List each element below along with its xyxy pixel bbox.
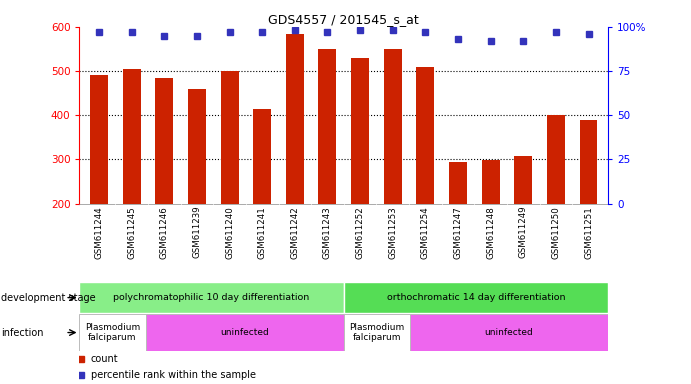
Bar <box>79 282 344 313</box>
Text: percentile rank within the sample: percentile rank within the sample <box>91 370 256 380</box>
Text: GSM611252: GSM611252 <box>356 206 365 258</box>
Bar <box>344 314 410 351</box>
Text: GSM611243: GSM611243 <box>323 206 332 258</box>
Text: GSM611251: GSM611251 <box>584 206 593 258</box>
Text: infection: infection <box>1 328 44 338</box>
Bar <box>417 67 435 204</box>
Bar <box>90 76 108 204</box>
Bar <box>351 58 369 204</box>
Text: GSM611241: GSM611241 <box>258 206 267 258</box>
Text: GSM611245: GSM611245 <box>127 206 136 258</box>
Text: GSM611240: GSM611240 <box>225 206 234 258</box>
Bar <box>384 49 401 204</box>
Text: GSM611242: GSM611242 <box>290 206 299 258</box>
Text: GSM611250: GSM611250 <box>551 206 560 258</box>
Bar <box>482 160 500 204</box>
Text: GSM611247: GSM611247 <box>453 206 462 258</box>
Bar <box>286 33 304 204</box>
Text: GSM611254: GSM611254 <box>421 206 430 258</box>
Text: polychromatophilic 10 day differentiation: polychromatophilic 10 day differentiatio… <box>113 293 310 302</box>
Bar <box>146 314 344 351</box>
Bar <box>514 156 532 204</box>
Text: Plasmodium
falciparum: Plasmodium falciparum <box>349 323 404 342</box>
Bar <box>123 69 141 204</box>
Bar <box>547 115 565 204</box>
Text: GSM611249: GSM611249 <box>519 206 528 258</box>
Bar <box>344 282 608 313</box>
Text: Plasmodium
falciparum: Plasmodium falciparum <box>85 323 140 342</box>
Bar <box>188 89 206 204</box>
Bar <box>410 314 608 351</box>
Text: orthochromatic 14 day differentiation: orthochromatic 14 day differentiation <box>387 293 565 302</box>
Text: count: count <box>91 354 118 364</box>
Text: GSM611246: GSM611246 <box>160 206 169 258</box>
Text: development stage: development stage <box>1 293 95 303</box>
Bar <box>220 71 238 204</box>
Bar <box>319 49 337 204</box>
Bar <box>253 109 271 204</box>
Text: GSM611239: GSM611239 <box>192 206 202 258</box>
Text: GSM611244: GSM611244 <box>95 206 104 258</box>
Text: uninfected: uninfected <box>484 328 533 337</box>
Text: uninfected: uninfected <box>220 328 269 337</box>
Bar <box>79 314 146 351</box>
Bar <box>449 162 467 204</box>
Bar <box>580 120 598 204</box>
Text: GSM611253: GSM611253 <box>388 206 397 258</box>
Title: GDS4557 / 201545_s_at: GDS4557 / 201545_s_at <box>268 13 419 26</box>
Bar <box>155 78 173 204</box>
Text: GSM611248: GSM611248 <box>486 206 495 258</box>
